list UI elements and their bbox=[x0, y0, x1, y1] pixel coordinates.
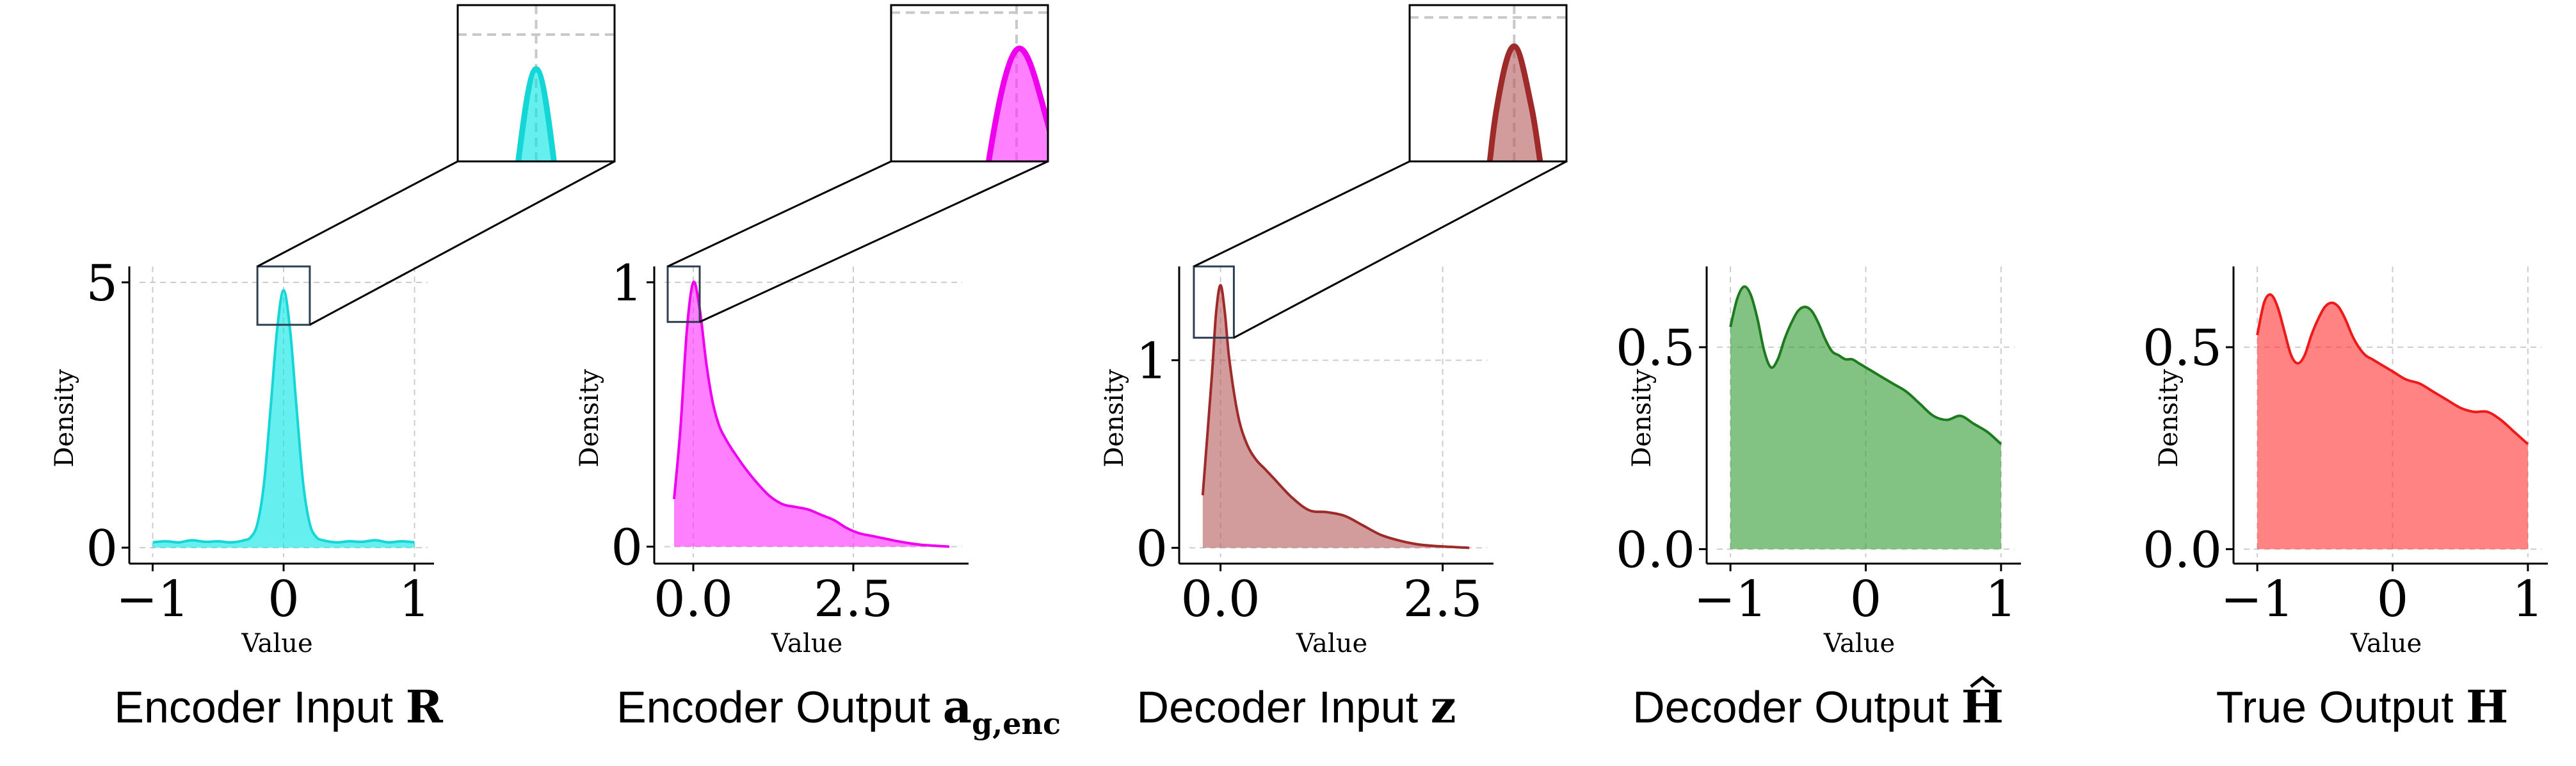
inset-density-curve bbox=[985, 45, 1048, 161]
inset-density-area bbox=[518, 69, 554, 161]
inset-frame bbox=[890, 4, 1049, 163]
y-tick-label: 0.5 bbox=[1616, 320, 1695, 377]
density-curve bbox=[1729, 285, 2002, 445]
y-tick-label: 0 bbox=[86, 520, 118, 578]
x-tick-label: −1 bbox=[1694, 571, 1767, 628]
density-area bbox=[1730, 286, 2001, 550]
panel-caption: Encoder Input R bbox=[114, 680, 443, 733]
y-tick-label: 1 bbox=[611, 255, 643, 313]
chart-panel-2: 0.0 2.5 0 1 Value Density Encoder Output ag,en… bbox=[575, 4, 1061, 741]
x-tick-label: 2.5 bbox=[814, 571, 893, 628]
density-area bbox=[674, 282, 949, 547]
panel-caption: Decoder Output H bbox=[1632, 680, 2004, 733]
x-tick-label: −1 bbox=[2221, 571, 2294, 628]
density-curve bbox=[1201, 284, 1470, 550]
density-area bbox=[152, 290, 415, 548]
zoom-connector bbox=[1233, 160, 1567, 339]
y-tick-label: 0 bbox=[611, 519, 643, 576]
x-tick-label: 1 bbox=[2512, 571, 2544, 628]
inset-background bbox=[1410, 5, 1566, 161]
zoom-connector bbox=[309, 160, 615, 326]
zoom-marker-box bbox=[256, 265, 311, 326]
x-axis-label: Value bbox=[1296, 629, 1367, 658]
chart-panel-3: 0.0 2.5 0 1 Value Density Decoder Input z bbox=[1100, 4, 1568, 733]
density-curve bbox=[152, 289, 415, 544]
zoom-inset bbox=[456, 4, 616, 163]
y-axis-label: Density bbox=[2154, 369, 2184, 468]
x-tick-label: 0 bbox=[268, 571, 300, 628]
y-axis-label: Density bbox=[1627, 369, 1657, 468]
x-axis-label: Value bbox=[241, 629, 312, 658]
inset-density-area bbox=[1490, 46, 1540, 161]
zoom-connector bbox=[1193, 160, 1410, 268]
x-axis-label: Value bbox=[1823, 629, 1895, 658]
inset-density-curve bbox=[515, 66, 557, 161]
zoom-connector bbox=[699, 160, 1049, 323]
y-axis-label: Density bbox=[50, 369, 79, 468]
inset-frame bbox=[1408, 4, 1568, 163]
x-tick-label: 0 bbox=[1850, 571, 1882, 628]
x-axis-label: Value bbox=[771, 629, 842, 658]
chart-panel-4: −1 0 1 0.0 0.5 Value Density Decoder Output H bbox=[1616, 266, 2021, 733]
y-tick-label: 5 bbox=[86, 255, 118, 313]
x-axis-label: Value bbox=[2350, 629, 2422, 658]
density-area bbox=[2257, 294, 2528, 550]
zoom-marker-box bbox=[1193, 265, 1235, 339]
density-curve bbox=[2256, 293, 2529, 445]
x-tick-label: 0 bbox=[2377, 571, 2409, 628]
x-tick-label: 1 bbox=[399, 571, 431, 628]
inset-frame bbox=[456, 4, 616, 163]
y-tick-label: 1 bbox=[1136, 332, 1168, 390]
x-tick-label: 0.0 bbox=[1181, 571, 1260, 628]
chart-panel-5: −1 0 1 0.0 0.5 Value Density True Output H bbox=[2143, 266, 2548, 733]
density-curve bbox=[673, 281, 950, 548]
zoom-inset bbox=[890, 4, 1049, 163]
hat-accent bbox=[1970, 675, 1995, 688]
zoom-connector bbox=[667, 160, 892, 268]
y-tick-label: 0.5 bbox=[2143, 320, 2222, 377]
panel-caption: Encoder Output ag,enc bbox=[616, 680, 1061, 741]
x-tick-label: −1 bbox=[116, 571, 189, 628]
panel-caption: True Output H bbox=[2216, 680, 2509, 733]
x-tick-label: 2.5 bbox=[1403, 571, 1483, 628]
zoom-inset bbox=[1408, 4, 1568, 163]
y-tick-label: 0.0 bbox=[2143, 521, 2222, 579]
zoom-marker-box bbox=[666, 265, 701, 323]
x-tick-label: 1 bbox=[1985, 571, 2017, 628]
x-tick-label: 0.0 bbox=[654, 571, 733, 628]
y-tick-label: 0.0 bbox=[1616, 521, 1695, 579]
y-tick-label: 0 bbox=[1136, 520, 1168, 578]
zoom-connector bbox=[257, 160, 458, 268]
panel-caption: Decoder Input z bbox=[1137, 680, 1456, 733]
y-axis-label: Density bbox=[575, 369, 604, 468]
y-axis-label: Density bbox=[1100, 369, 1129, 468]
inset-density-curve bbox=[1486, 43, 1543, 161]
density-area bbox=[1202, 285, 1470, 548]
